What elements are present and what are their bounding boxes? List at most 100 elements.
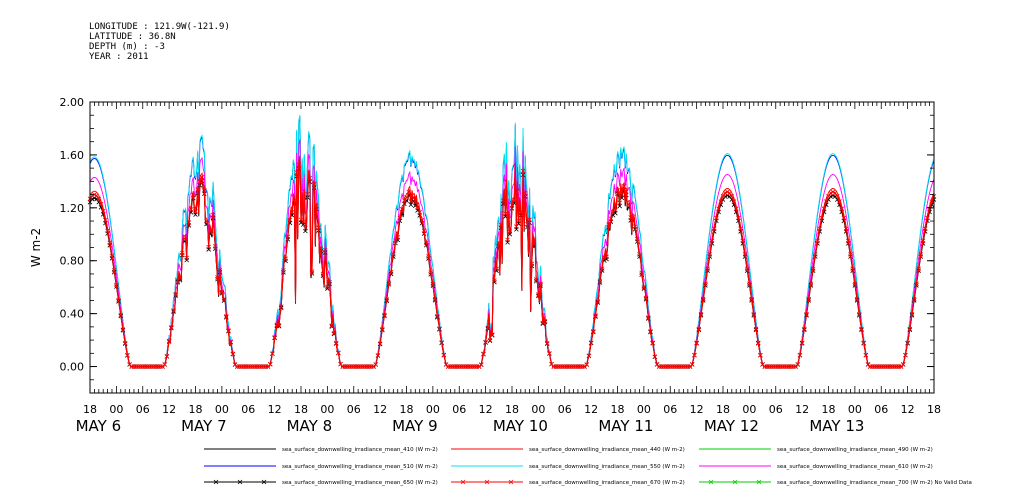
series-marker	[98, 201, 104, 207]
series-marker	[182, 236, 187, 242]
y-tick-label: 1.20	[60, 202, 85, 215]
series-marker	[806, 296, 812, 302]
series-marker	[287, 217, 293, 223]
series-marker	[634, 236, 640, 242]
series-marker	[850, 266, 855, 272]
series-marker	[382, 312, 387, 318]
series-marker	[832, 190, 838, 196]
series-marker	[320, 271, 326, 277]
series-marker	[536, 292, 541, 297]
x-tick-label: 00	[109, 403, 123, 416]
x-tick-label: 18	[505, 403, 519, 416]
series-marker	[753, 326, 759, 332]
series-marker	[325, 286, 330, 291]
series-marker	[325, 284, 330, 290]
series-marker	[210, 212, 216, 218]
x-date-label: MAY 13	[809, 417, 864, 435]
series-marker	[643, 295, 649, 301]
series-marker	[843, 226, 849, 231]
series-marker	[859, 326, 864, 332]
legend-label: sea_surface_downwelling_irradiance_mean_…	[282, 480, 438, 486]
series-marker	[826, 193, 831, 199]
series-marker	[503, 211, 508, 216]
series-marker	[626, 201, 631, 207]
series-marker	[852, 281, 858, 287]
legend-marker	[213, 479, 219, 485]
series-marker	[393, 238, 398, 243]
series-marker	[516, 218, 521, 224]
series-marker	[175, 278, 181, 283]
legend-label: sea_surface_downwelling_irradiance_mean_…	[282, 447, 438, 453]
x-tick-label: 00	[848, 403, 862, 416]
series-marker	[617, 203, 622, 209]
series-marker	[584, 362, 590, 367]
series-marker	[487, 338, 493, 343]
series-marker	[514, 224, 519, 229]
series-marker	[698, 312, 704, 317]
series-marker	[740, 238, 746, 244]
series-marker	[703, 281, 708, 287]
series-marker	[333, 340, 339, 346]
series-marker	[595, 298, 601, 304]
series-marker	[336, 350, 341, 356]
series-marker	[538, 281, 543, 287]
series-marker	[426, 254, 431, 259]
x-tick-label: 18	[189, 403, 203, 416]
series-marker	[593, 313, 598, 319]
x-tick-label: 06	[769, 403, 783, 416]
legend-item: sea_surface_downwelling_irradiance_mean_…	[204, 479, 438, 486]
series-markers	[87, 162, 937, 369]
series-marker	[755, 340, 761, 346]
series-marker	[228, 339, 233, 344]
series-marker	[120, 327, 126, 332]
series-marker	[439, 340, 444, 345]
series-marker	[272, 335, 277, 340]
series-marker	[841, 215, 847, 221]
series-marker	[212, 244, 218, 249]
series-marker	[494, 266, 499, 272]
x-tick-label: 12	[373, 403, 387, 416]
series-marker	[285, 234, 291, 239]
series-marker	[863, 352, 869, 358]
series-marker	[648, 329, 653, 334]
series-marker	[399, 206, 405, 212]
series-marker	[731, 199, 737, 204]
series-marker	[839, 206, 844, 212]
series-marker	[103, 217, 108, 223]
series-marker	[417, 210, 422, 215]
series-marker	[166, 338, 172, 344]
series-marker	[296, 162, 302, 167]
x-tick-label: 06	[347, 403, 361, 416]
series-marker	[197, 179, 203, 184]
series-marker	[114, 282, 119, 288]
series-marker	[434, 314, 440, 319]
y-tick-label: 2.00	[60, 96, 85, 109]
series-marker	[116, 297, 121, 303]
x-tick-label: 12	[268, 403, 282, 416]
series-marker	[694, 340, 699, 346]
series-marker	[696, 326, 702, 332]
x-tick-label: 06	[874, 403, 888, 416]
legend-item: sea_surface_downwelling_irradiance_mean_…	[699, 447, 933, 453]
series-marker	[489, 332, 495, 337]
series-marker	[276, 323, 282, 328]
series-marker	[751, 312, 757, 317]
series-marker	[316, 225, 321, 231]
x-tick-label: 12	[479, 403, 493, 416]
series-marker	[903, 352, 908, 358]
legend-item: sea_surface_downwelling_irradiance_mean_…	[451, 464, 685, 470]
series-marker	[309, 269, 315, 274]
legend-marker	[484, 479, 490, 485]
series-marker	[375, 353, 381, 358]
series-marker	[624, 189, 629, 194]
series-marker	[410, 195, 416, 201]
series-marker	[283, 256, 288, 262]
series-marker	[705, 266, 710, 272]
series-marker	[111, 267, 117, 273]
series-marker	[305, 191, 310, 197]
series-marker	[738, 226, 743, 231]
series-marker	[599, 266, 605, 271]
x-tick-label: 18	[611, 403, 625, 416]
series-marker	[621, 183, 627, 189]
series-marker	[819, 215, 825, 221]
